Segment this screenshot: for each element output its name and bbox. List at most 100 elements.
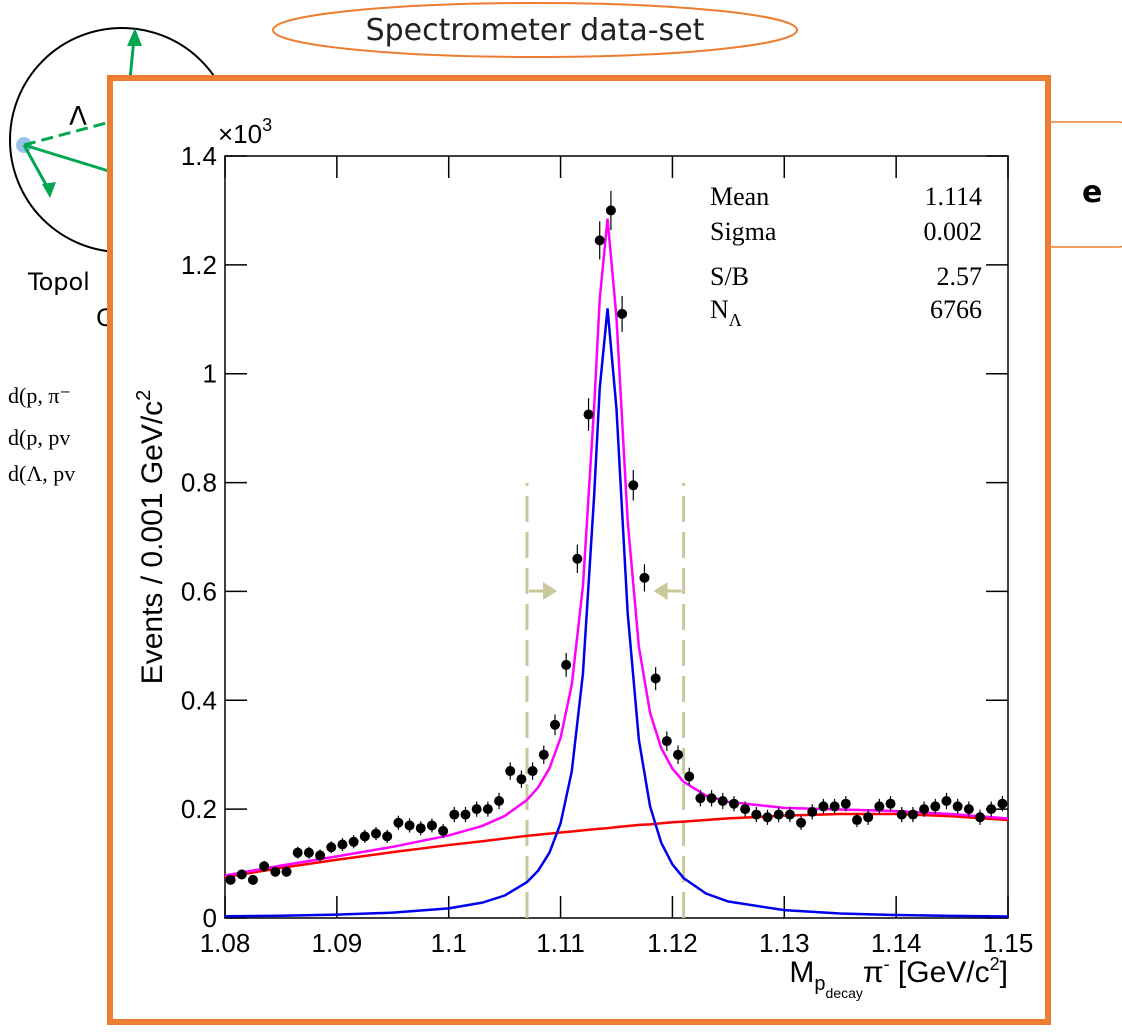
data-point: [963, 804, 974, 815]
stat-label-text: N: [710, 295, 729, 324]
data-point: [896, 809, 907, 820]
formula: d(p, π⁻: [8, 383, 71, 408]
data-point: [751, 809, 762, 820]
stat-value: 6766: [930, 295, 982, 324]
data-point: [874, 801, 885, 812]
x-tick-label: 1.14: [871, 928, 922, 958]
data-point: [605, 205, 616, 216]
x-tick-label: 1.13: [759, 928, 810, 958]
data-point: [527, 766, 538, 777]
y-multiplier: ×103: [218, 115, 272, 149]
data-point: [952, 801, 963, 812]
data-point: [326, 842, 337, 853]
data-point: [449, 809, 460, 820]
data-point: [684, 771, 695, 782]
y-tick-label: 1.2: [181, 250, 217, 280]
plot-area: [224, 155, 1009, 919]
x-label-part: decay: [826, 985, 863, 1001]
y-axis-label: Events / 0.001 GeV/c2: [133, 390, 169, 685]
data-point: [594, 235, 605, 246]
x-label-part: [GeV/c: [890, 956, 990, 989]
formula: d(Λ, pv: [8, 461, 75, 486]
track: [23, 143, 113, 174]
cut-arrowhead: [653, 582, 668, 600]
data-point: [404, 820, 415, 831]
stat-label-sub: Λ: [729, 310, 742, 330]
x-tick-label: 1.09: [312, 928, 363, 958]
data-point: [471, 804, 482, 815]
y-tick-label: 0.8: [181, 468, 217, 498]
data-point: [661, 736, 672, 747]
data-point: [650, 673, 661, 684]
data-point: [885, 798, 896, 809]
data-point: [337, 839, 348, 850]
x-label-part: -: [884, 954, 890, 974]
data-point: [840, 798, 851, 809]
data-point: [773, 809, 784, 820]
data-point: [762, 812, 773, 823]
y-multiplier-base: ×10: [218, 119, 262, 149]
data-point: [371, 828, 382, 839]
data-point: [639, 572, 650, 583]
title-ellipse: [272, 2, 798, 58]
data-point: [460, 809, 471, 820]
data-point: [561, 659, 572, 670]
arrowhead: [42, 182, 56, 198]
stat-label-text: Sigma: [710, 217, 777, 246]
data-point: [315, 850, 326, 861]
stat-label-text: Mean: [710, 182, 769, 211]
data-point: [997, 798, 1008, 809]
data-point: [975, 812, 986, 823]
data-point: [236, 869, 247, 880]
data-point: [393, 817, 404, 828]
data-point: [863, 812, 874, 823]
lambda-label: Λ: [69, 102, 87, 132]
data-point: [829, 801, 840, 812]
slide-title: Spectrometer data-set: [366, 13, 705, 48]
data-point: [572, 553, 583, 564]
y-tick-label: 0.2: [181, 794, 217, 824]
data-point: [740, 804, 751, 815]
y-tick-label: 0: [203, 903, 217, 933]
data-point: [706, 793, 717, 804]
data-point: [818, 801, 829, 812]
data-point: [986, 804, 997, 815]
x-tick-label: 1.15: [983, 928, 1034, 958]
x-label-part: 2: [990, 954, 1000, 974]
data-point: [482, 804, 493, 815]
data-point: [930, 801, 941, 812]
data-point: [516, 774, 527, 785]
x-label-part: ]: [1000, 956, 1008, 989]
stat-label-text: S/B: [710, 262, 749, 291]
y-tick-label: 1.4: [181, 141, 217, 171]
data-point: [617, 308, 628, 319]
y-label-text: Events / 0.001 GeV/c: [136, 401, 169, 685]
x-tick-label: 1.08: [200, 928, 251, 958]
data-point: [728, 798, 739, 809]
data-point: [494, 795, 505, 806]
x-tick-label: 1.12: [647, 928, 698, 958]
data-point: [717, 795, 728, 806]
data-point: [225, 874, 236, 885]
lambda-track: [23, 120, 111, 147]
x-label-part: π: [863, 956, 884, 989]
data-point: [303, 847, 314, 858]
data-point: [426, 820, 437, 831]
data-point: [438, 825, 449, 836]
y-tick-label: 0.4: [181, 685, 217, 715]
data-point: [549, 719, 560, 730]
data-point: [505, 766, 516, 777]
arrowhead: [127, 28, 142, 46]
stat-label: NΛ: [710, 295, 742, 330]
data-point: [538, 749, 549, 760]
cut-arrowhead: [543, 582, 558, 600]
data-point: [259, 861, 270, 872]
data-point: [851, 815, 862, 826]
data-point: [247, 874, 258, 885]
stat-value: 1.114: [924, 182, 982, 211]
y-multiplier-exp: 3: [262, 115, 272, 135]
data-point: [415, 823, 426, 834]
x-axis-label: Mpdecayπ- [GeV/c2]: [789, 954, 1008, 1001]
data-point: [784, 809, 795, 820]
